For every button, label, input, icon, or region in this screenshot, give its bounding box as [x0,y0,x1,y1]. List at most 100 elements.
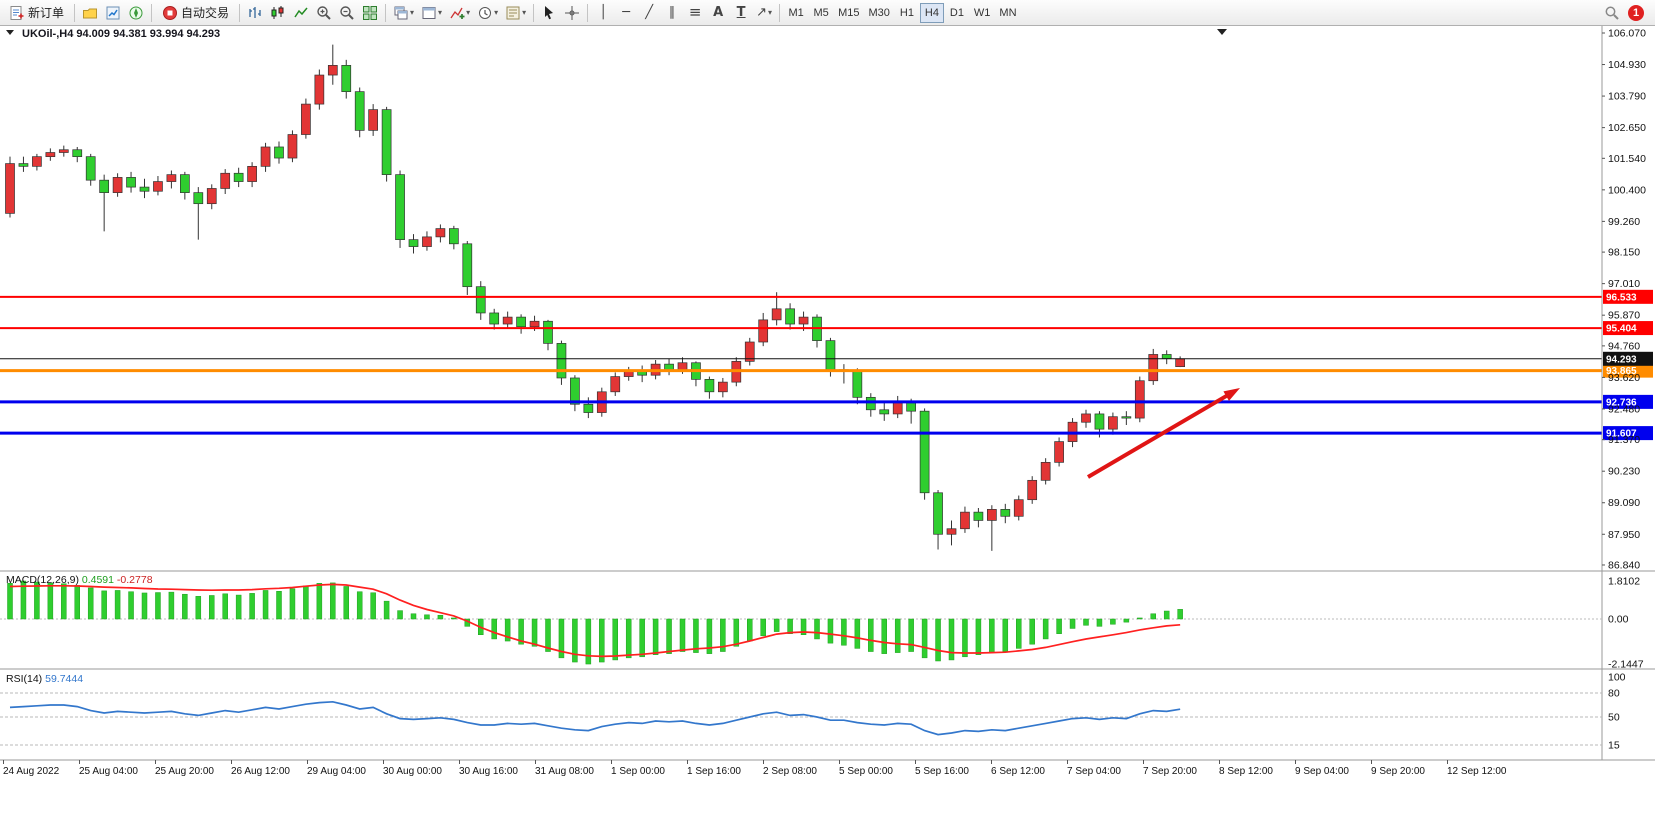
svg-text:97.010: 97.010 [1608,278,1640,290]
svg-text:5 Sep 00:00: 5 Sep 00:00 [839,766,893,777]
tf-d1-button[interactable]: D1 [945,3,969,23]
new-order-button[interactable]: 新订单 [3,2,70,24]
toolbar-separator [779,3,781,22]
tf-mn-button[interactable]: MN [995,3,1020,23]
cascade-windows-button[interactable]: ▾ [390,2,417,24]
bar-chart-icon [249,6,261,18]
svg-text:7 Sep 20:00: 7 Sep 20:00 [1143,766,1197,777]
svg-text:89.090: 89.090 [1608,497,1640,509]
tf-m15-button[interactable]: M15 [834,3,863,23]
trendline-icon: ╱ [645,5,654,20]
svg-text:102.650: 102.650 [1608,122,1646,134]
indicators-button[interactable]: ▾ [446,2,473,24]
notification-badge[interactable]: 1 [1628,4,1644,21]
svg-text:99.260: 99.260 [1608,216,1640,228]
svg-text:12 Sep 12:00: 12 Sep 12:00 [1447,766,1507,777]
svg-text:8 Sep 12:00: 8 Sep 12:00 [1219,766,1273,777]
svg-text:92.480: 92.480 [1608,403,1640,415]
text-tool-button[interactable]: A [707,2,729,24]
label-tool-button[interactable]: T [730,2,752,24]
channel-button[interactable]: ∥ [661,2,683,24]
svg-text:1 Sep 16:00: 1 Sep 16:00 [687,766,741,777]
cursor-icon [545,5,554,19]
svg-text:50: 50 [1608,712,1620,724]
candlestick-chart-icon [271,5,284,19]
line-chart-icon [294,7,308,17]
svg-text:95.870: 95.870 [1608,310,1640,322]
shapes-button[interactable]: ↗ ▾ [753,2,775,24]
market-watch-button[interactable] [102,2,124,24]
toolbar-separator [385,3,387,22]
svg-text:7 Sep 04:00: 7 Sep 04:00 [1067,766,1121,777]
navigator-icon [129,6,143,19]
tile-windows-button[interactable] [359,2,381,24]
svg-text:87.950: 87.950 [1608,529,1640,541]
zoom-out-icon [340,5,354,20]
svg-text:9 Sep 04:00: 9 Sep 04:00 [1295,766,1349,777]
main-toolbar: 新订单 自动交易 ▾ ▾ ▾ [0,0,1655,26]
arrange-windows-button[interactable]: ▾ [418,2,445,24]
tf-m30-button[interactable]: M30 [865,3,894,23]
dropdown-caret: ▾ [466,8,471,17]
one-click-trading-toggle[interactable] [6,30,14,35]
arrow-shape-icon: ↗ [756,5,768,20]
market-watch-icon [106,6,120,19]
tf-h1-button[interactable]: H1 [895,3,919,23]
horizontal-levels[interactable]: 96.533 95.404 93.865 92.736 91.607 94.293 [0,289,1653,441]
indicators-icon [450,7,465,19]
vertical-line-button[interactable]: │ [592,2,614,24]
dropdown-caret: ▾ [494,8,499,17]
tf-h4-button[interactable]: H4 [919,2,944,23]
zoom-in-button[interactable] [313,2,335,24]
horizontal-line-button[interactable]: ─ [615,2,637,24]
tf-m5-button[interactable]: M5 [809,3,833,23]
line-chart-button[interactable] [290,2,312,24]
tf-w1-button[interactable]: W1 [970,3,995,23]
navigator-button[interactable] [125,2,147,24]
tf-m1-button[interactable]: M1 [784,3,808,23]
bar-chart-button[interactable] [244,2,266,24]
svg-text:106.070: 106.070 [1608,28,1646,40]
svg-text:98.150: 98.150 [1608,247,1640,259]
clock-icon [479,6,492,19]
label-tool-icon: T [736,5,746,20]
svg-text:1.8102: 1.8102 [1608,575,1640,587]
trend-arrow[interactable] [1086,388,1240,479]
svg-text:90.230: 90.230 [1608,466,1640,478]
dropdown-caret: ▾ [768,8,773,17]
chart-shift-marker[interactable] [1217,29,1227,35]
text-tool-icon: A [713,5,724,20]
autotrade-button[interactable]: 自动交易 [156,2,235,24]
trendline-button[interactable]: ╱ [638,2,660,24]
periods-button[interactable]: ▾ [474,2,501,24]
toolbar-separator [151,3,153,22]
toolbar-separator [587,3,589,22]
crosshair-button[interactable] [561,2,583,24]
svg-text:80: 80 [1608,688,1620,700]
rsi-indicator: RSI(14) 59.7444 100 80 50 15 [0,672,1626,752]
new-order-icon [10,5,24,20]
candlestick-chart-button[interactable] [267,2,289,24]
vertical-line-icon: │ [599,5,608,20]
chart-background [0,26,1655,824]
dropdown-caret: ▾ [438,8,443,17]
time-axis: 24 Aug 2022 25 Aug 04:00 25 Aug 20:00 26 Au… [3,760,1507,777]
crosshair-icon [565,5,580,20]
toolbar-separator [74,3,76,22]
svg-text:95.404: 95.404 [1606,324,1637,335]
svg-text:6 Sep 12:00: 6 Sep 12:00 [991,766,1045,777]
search-button[interactable] [1601,2,1623,24]
cursor-button[interactable] [538,2,560,24]
svg-text:29 Aug 04:00: 29 Aug 04:00 [307,766,366,777]
svg-text:91.370: 91.370 [1608,434,1640,446]
profiles-button[interactable] [79,2,101,24]
arrange-windows-icon [422,6,436,19]
horizontal-line-icon: ─ [622,5,631,20]
templates-button[interactable]: ▾ [502,2,529,24]
zoom-out-button[interactable] [336,2,358,24]
svg-text:86.840: 86.840 [1608,559,1640,571]
autotrade-label: 自动交易 [181,6,230,20]
toolbar-separator [239,3,241,22]
fibonacci-button[interactable]: ≡ [684,2,706,24]
